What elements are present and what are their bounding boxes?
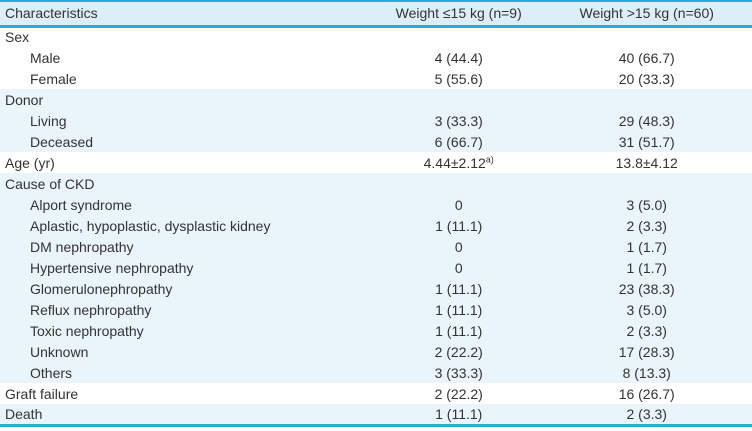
table-row: Deceased 6 (66.7) 31 (51.7): [0, 131, 752, 152]
row-label: Deceased: [30, 133, 94, 150]
row-label: DM nephropathy: [30, 238, 134, 255]
header-characteristics: Characteristics: [5, 5, 98, 22]
table-row: Male 4 (44.4) 40 (66.7): [0, 47, 752, 68]
row-label: Cause of CKD: [5, 175, 95, 192]
value-weight-le15: 4 (44.4): [434, 49, 483, 66]
value-weight-gt15: 1 (1.7): [626, 238, 667, 255]
value-weight-le15: 6 (66.7): [434, 133, 483, 150]
value-weight-gt15: 2 (3.3): [626, 322, 667, 339]
value-weight-le15: [376, 89, 541, 110]
header-row: Characteristics Weight ≤15 kg (n=9) Weig…: [0, 1, 752, 26]
table-row: DM nephropathy 0 1 (1.7): [0, 236, 752, 257]
table-row: Glomerulonephropathy 1 (11.1) 23 (38.3): [0, 278, 752, 299]
value-weight-gt15: 2 (3.3): [626, 405, 667, 422]
table-row: Living 3 (33.3) 29 (48.3): [0, 110, 752, 131]
row-label: Sex: [5, 29, 30, 46]
table-row: Graft failure 2 (22.2) 16 (26.7): [0, 383, 752, 404]
row-label: Hypertensive nephropathy: [30, 259, 194, 276]
row-label: Death: [5, 405, 43, 422]
table-row: Sex: [0, 26, 752, 47]
table-row: Female 5 (55.6) 20 (33.3): [0, 68, 752, 89]
table-row: Alport syndrome 0 3 (5.0): [0, 194, 752, 215]
footnote-marker: a): [485, 153, 494, 164]
value-weight-gt15: [541, 26, 752, 47]
row-label: Toxic nephropathy: [30, 322, 144, 339]
row-label: Age (yr): [5, 154, 55, 171]
value-weight-gt15: 20 (33.3): [618, 70, 675, 87]
value-weight-gt15: 8 (13.3): [622, 364, 671, 381]
table-row: Others 3 (33.3) 8 (13.3): [0, 362, 752, 383]
table-row: Death 1 (11.1) 2 (3.3): [0, 404, 752, 425]
row-label: Aplastic, hypoplastic, dysplastic kidney: [30, 217, 271, 234]
value-weight-le15: 0: [454, 259, 463, 276]
table-header: Characteristics Weight ≤15 kg (n=9) Weig…: [0, 1, 752, 26]
value-weight-le15: 1 (11.1): [435, 301, 483, 318]
row-label: Male: [30, 49, 61, 66]
row-label: Reflux nephropathy: [30, 301, 152, 318]
row-label: Female: [30, 70, 77, 87]
table-row: Age (yr) 4.44±2.12a) 13.8±4.12: [0, 152, 752, 173]
value-weight-le15: [376, 173, 541, 194]
table-row: Unknown 2 (22.2) 17 (28.3): [0, 341, 752, 362]
value-weight-gt15: 3 (5.0): [626, 301, 667, 318]
value-weight-le15: 3 (33.3): [434, 112, 483, 129]
value-weight-le15: 2 (22.2): [434, 385, 483, 402]
table-row: Donor: [0, 89, 752, 110]
table-row: Cause of CKD: [0, 173, 752, 194]
row-label: Living: [30, 112, 67, 129]
value-weight-gt15: 16 (26.7): [618, 385, 675, 402]
row-label: Donor: [5, 91, 44, 108]
value-weight-le15: 2 (22.2): [434, 343, 483, 360]
value-weight-le15: 0: [454, 196, 463, 213]
value-weight-le15: 1 (11.1): [435, 217, 483, 234]
value-weight-gt15: 40 (66.7): [618, 49, 675, 66]
value-weight-le15: [376, 26, 541, 47]
value-weight-le15: 5 (55.6): [434, 70, 483, 87]
value-weight-gt15: 29 (48.3): [618, 112, 675, 129]
value-weight-gt15: 13.8±4.12: [615, 154, 678, 171]
value-weight-le15: 1 (11.1): [435, 322, 483, 339]
row-label: Unknown: [30, 343, 89, 360]
value-weight-gt15: 3 (5.0): [626, 196, 667, 213]
table-row: Reflux nephropathy 1 (11.1) 3 (5.0): [0, 299, 752, 320]
value-weight-gt15: 31 (51.7): [618, 133, 675, 150]
table-row: Hypertensive nephropathy 0 1 (1.7): [0, 257, 752, 278]
table-row: Aplastic, hypoplastic, dysplastic kidney…: [0, 215, 752, 236]
value-weight-le15: 1 (11.1): [435, 405, 483, 422]
row-label: Alport syndrome: [30, 196, 132, 213]
row-label: Graft failure: [5, 385, 79, 402]
value-weight-gt15: 23 (38.3): [618, 280, 675, 297]
value-weight-gt15: 1 (1.7): [626, 259, 667, 276]
header-weight-le15: Weight ≤15 kg (n=9): [395, 5, 522, 22]
table-body: Sex Male 4 (44.4) 40 (66.7) Female 5 (55.6) 20…: [0, 26, 752, 425]
value-weight-gt15: [541, 173, 752, 194]
value-weight-le15: 1 (11.1): [435, 280, 483, 297]
table-row: Toxic nephropathy 1 (11.1) 2 (3.3): [0, 320, 752, 341]
value-weight-gt15: 2 (3.3): [626, 217, 667, 234]
row-label: Others: [30, 364, 73, 381]
row-label: Glomerulonephropathy: [30, 280, 173, 297]
value-weight-gt15: [541, 89, 752, 110]
value-weight-gt15: 17 (28.3): [618, 343, 675, 360]
value-weight-le15: 3 (33.3): [434, 364, 483, 381]
value-weight-le15: 0: [454, 238, 463, 255]
header-weight-gt15: Weight >15 kg (n=60): [579, 5, 714, 22]
value-weight-le15: 4.44±2.12a): [423, 153, 494, 171]
